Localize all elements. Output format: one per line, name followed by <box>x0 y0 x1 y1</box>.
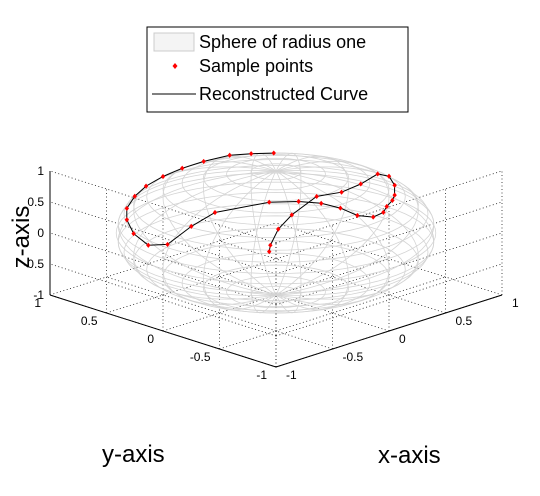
sample-point <box>338 205 343 211</box>
sample-point <box>180 165 185 171</box>
legend-label-sphere: Sphere of radius one <box>199 32 366 52</box>
x-tick-label: -0.5 <box>343 350 364 364</box>
sphere-parallel <box>146 154 406 239</box>
sample-point <box>124 217 130 223</box>
z-tick-label: -0.5 <box>23 257 44 271</box>
z-tick-label: 0 <box>37 226 44 240</box>
x-tick-label: 0.5 <box>456 314 473 328</box>
sample-point <box>227 152 232 158</box>
ticks-layer: -1 -1 -1 -0.5 -0.5 -0.5 0 0 0 0.5 0.5 0.5 1 1 1 <box>23 164 519 382</box>
y-tick-label: -0.5 <box>190 350 211 364</box>
sample-point <box>267 199 272 205</box>
axes-box <box>49 170 503 368</box>
sample-point <box>314 193 319 200</box>
z-tick-label: -1 <box>33 288 44 302</box>
y-tick-label: 0 <box>147 332 154 346</box>
sample-point <box>384 203 389 210</box>
grid-line <box>275 201 503 275</box>
sphere-parallel <box>250 285 302 303</box>
sample-point <box>189 223 194 229</box>
grid-line <box>49 201 277 275</box>
sample-point <box>375 171 380 177</box>
y-axis-line <box>49 294 277 368</box>
sample-point <box>319 200 324 206</box>
legend-box <box>146 26 409 113</box>
y-tick-label: 0.5 <box>81 314 98 328</box>
sample-point <box>381 209 386 215</box>
sphere-parallel <box>123 203 429 302</box>
z-axis-label: z-axis <box>8 206 35 269</box>
sphere-parallel <box>115 181 437 285</box>
sphere-parallel <box>226 275 326 309</box>
sphere-mesh <box>115 152 437 314</box>
sample-point <box>358 181 363 187</box>
sample-point <box>267 249 272 255</box>
sample-point <box>132 193 137 199</box>
x-tick-label: 1 <box>512 296 519 310</box>
x-axis-label: x-axis <box>378 442 441 469</box>
sample-point <box>390 197 395 203</box>
legend: Sphere of radius one Sample points Recon… <box>146 26 409 113</box>
sphere-parallel <box>162 240 390 314</box>
sample-point <box>131 231 136 237</box>
sample-point <box>160 173 166 180</box>
points-layer <box>124 150 397 255</box>
sample-point <box>146 242 151 248</box>
sample-point <box>165 241 170 248</box>
sphere-parallel <box>202 154 350 202</box>
legend-point-marker <box>172 63 178 69</box>
sample-point <box>392 192 397 198</box>
sphere-parallel <box>226 157 326 191</box>
sample-point <box>296 198 301 205</box>
legend-label-curve: Reconstructed Curve <box>199 84 368 104</box>
sample-point <box>212 209 218 216</box>
y-tick-label: -1 <box>256 368 267 382</box>
sphere-parallel <box>123 164 429 263</box>
y-axis-label: y-axis <box>102 441 165 468</box>
sample-point <box>143 183 149 189</box>
x-tick-label: 0 <box>399 332 406 346</box>
sphere-parallel <box>117 172 435 275</box>
sphere-parallel <box>117 191 435 294</box>
x-axis-line <box>275 294 503 368</box>
sample-point <box>248 151 254 157</box>
sphere-parallel <box>181 252 371 314</box>
z-tick-label: 0.5 <box>27 195 44 209</box>
legend-label-points: Sample points <box>199 56 313 76</box>
sample-point <box>276 226 281 232</box>
sample-point <box>271 150 276 156</box>
y-tick-label: 1 <box>34 296 41 310</box>
sample-point <box>124 205 130 212</box>
z-tick-label: 1 <box>37 164 44 178</box>
sample-point <box>201 158 206 165</box>
sample-point <box>289 212 295 218</box>
sphere-parallel <box>146 227 406 312</box>
sample-point <box>386 173 392 179</box>
sample-point <box>355 212 360 219</box>
sphere-parallel <box>202 264 350 312</box>
sample-point <box>370 214 376 220</box>
sphere-parallel <box>133 159 419 251</box>
sample-point <box>392 182 397 188</box>
sample-point <box>268 242 273 248</box>
sample-point <box>339 189 344 195</box>
legend-sphere-swatch <box>153 32 195 52</box>
x-tick-label: -1 <box>286 368 297 382</box>
